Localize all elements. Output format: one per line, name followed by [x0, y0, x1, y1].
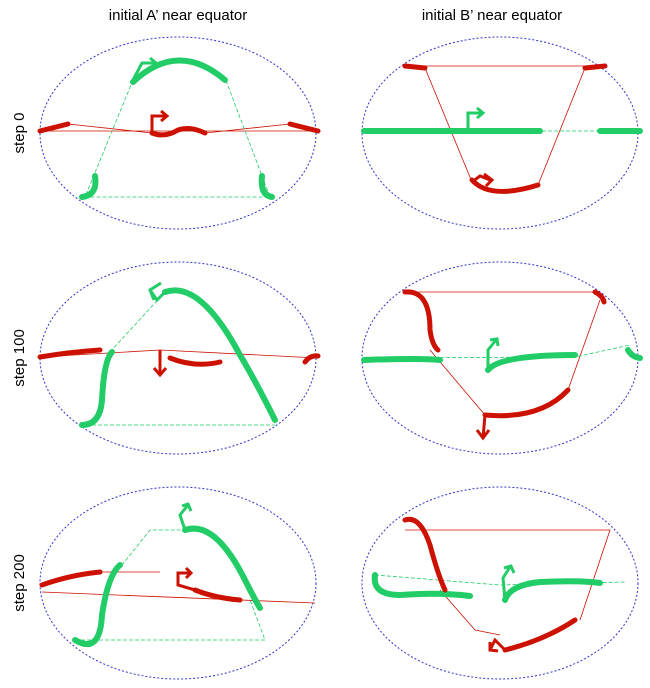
panel: [361, 36, 643, 230]
row-label: step 100: [11, 329, 28, 387]
panel: [361, 261, 643, 455]
column-title: initial B’ near equator: [422, 7, 562, 24]
row-label: step 0: [11, 113, 28, 154]
panel: [39, 486, 317, 680]
row-label: step 200: [11, 554, 28, 612]
column-title: initial A’ near equator: [109, 7, 247, 24]
panel: [37, 261, 321, 455]
panel: [37, 36, 321, 230]
panel: [361, 486, 639, 680]
